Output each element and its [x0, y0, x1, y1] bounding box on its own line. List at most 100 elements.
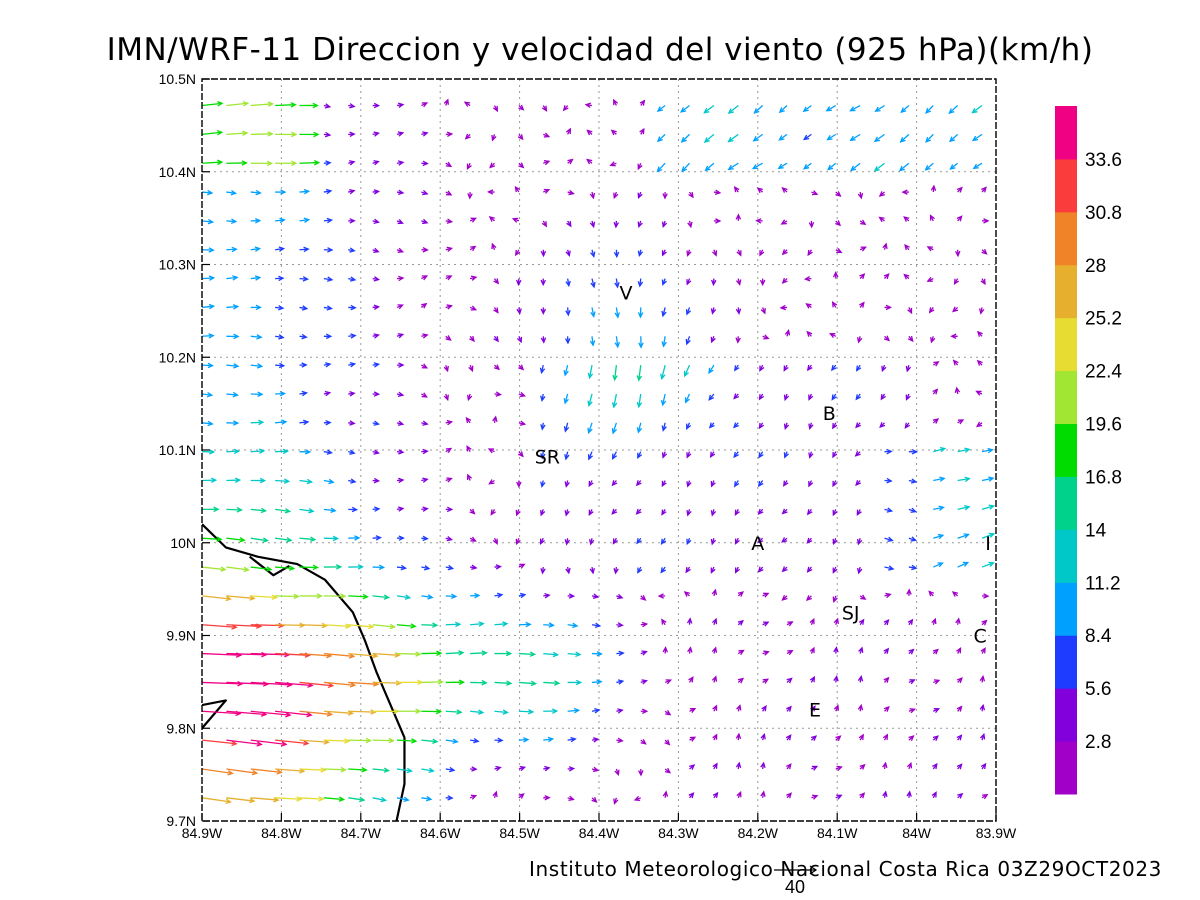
wind-vector — [614, 336, 620, 349]
wind-vector-head — [208, 303, 216, 310]
wind-vector — [421, 247, 429, 253]
wind-vector — [981, 593, 990, 599]
wind-vector-shaft — [543, 738, 553, 741]
wind-vector-shaft — [299, 797, 324, 800]
wind-vector-head — [540, 424, 546, 431]
wind-vector — [611, 451, 618, 460]
wind-vector — [903, 216, 910, 222]
wind-vector-head — [397, 247, 405, 253]
wind-vector — [664, 767, 672, 774]
wind-vector — [737, 649, 745, 656]
wind-vector — [737, 619, 744, 626]
wind-vector-head — [403, 796, 410, 802]
wind-vector — [660, 393, 667, 407]
wind-vector-shaft — [372, 739, 394, 742]
wind-vector — [898, 162, 910, 172]
wind-vector — [957, 505, 971, 511]
wind-vector — [323, 681, 357, 688]
wind-vector — [372, 276, 381, 282]
wind-vector-head — [573, 707, 581, 714]
wind-vector-shaft — [933, 506, 944, 510]
wind-vector-shaft — [372, 595, 389, 599]
wind-vector-head — [979, 703, 986, 711]
wind-vector-head — [975, 421, 983, 428]
wind-vector-head — [216, 129, 224, 136]
wind-vector — [299, 622, 329, 629]
wind-vector-head — [487, 448, 495, 454]
wind-vector — [855, 364, 862, 372]
wind-vector — [323, 623, 352, 629]
wind-vector-head — [835, 191, 842, 197]
wind-vector — [250, 768, 283, 775]
wind-vector — [686, 422, 692, 430]
wind-vector-shaft — [226, 566, 249, 571]
wind-vector-head — [421, 302, 428, 309]
wind-vector-head — [618, 650, 625, 657]
wind-vector-shaft — [933, 447, 945, 453]
wind-vector-head — [397, 506, 405, 512]
wind-vector-shaft — [348, 595, 368, 598]
wind-vector-head — [661, 250, 667, 257]
wind-vector-head — [349, 188, 356, 195]
wind-vector-shaft — [657, 105, 666, 112]
colorbar-bin — [1055, 635, 1077, 689]
wind-vector — [908, 708, 916, 714]
wind-vector-head — [543, 188, 551, 194]
wind-vector-head — [397, 131, 405, 137]
wind-vector — [348, 535, 361, 541]
wind-vector-head — [207, 420, 214, 427]
wind-vector — [396, 189, 405, 196]
wind-vector — [372, 594, 391, 600]
wind-vector — [884, 304, 893, 311]
wind-vector — [981, 447, 994, 454]
wind-vector-head — [443, 98, 449, 105]
wind-vector-head — [633, 795, 641, 802]
wind-vector — [396, 160, 405, 166]
wind-vector — [686, 537, 692, 546]
wind-vector — [299, 246, 310, 253]
wind-vector — [686, 451, 692, 459]
wind-vector-head — [980, 647, 986, 654]
wind-vector — [831, 393, 837, 401]
wind-vector-shaft — [662, 336, 666, 347]
wind-vector-head — [312, 102, 319, 109]
wind-vector-head — [806, 364, 813, 372]
wind-vector-head — [450, 593, 458, 600]
wind-vector — [781, 594, 788, 601]
wind-vector — [979, 733, 986, 741]
wind-vector — [780, 219, 788, 225]
wind-vector — [805, 595, 812, 602]
wind-vector-head — [242, 130, 249, 136]
wind-vector — [396, 594, 412, 600]
wind-vector — [420, 302, 428, 309]
wind-vector-head — [763, 621, 770, 627]
wind-vector-head — [497, 737, 504, 744]
wind-vector-head — [711, 675, 718, 682]
wind-vector-shaft — [949, 133, 959, 142]
wind-vector-head — [586, 129, 593, 136]
wind-vector — [489, 162, 496, 169]
wind-vector-head — [491, 134, 497, 142]
wind-vector-head — [802, 106, 809, 113]
wind-vector-head — [733, 481, 740, 488]
wind-vector-head — [397, 160, 405, 166]
wind-vector-head — [231, 246, 238, 253]
wind-vector-shaft — [226, 537, 245, 541]
wind-vector-head — [911, 564, 918, 571]
wind-vector-head — [686, 279, 692, 286]
wind-vector-head — [831, 394, 837, 401]
wind-vector-shaft — [588, 365, 593, 378]
colorbar-label: 11.2 — [1085, 573, 1121, 594]
wind-vector — [781, 508, 788, 515]
wind-vector-head — [661, 509, 667, 516]
wind-vector-head — [787, 650, 794, 656]
wind-vector-head — [422, 247, 429, 253]
wind-vector-head — [516, 308, 522, 315]
wind-vector-head — [689, 764, 696, 770]
wind-vector-shaft — [684, 364, 691, 377]
wind-vector-head — [565, 250, 571, 257]
wind-vector-shaft — [348, 710, 376, 713]
wind-vector-head — [660, 538, 667, 545]
wind-vector — [883, 619, 890, 626]
wind-vector-shaft — [752, 162, 763, 170]
